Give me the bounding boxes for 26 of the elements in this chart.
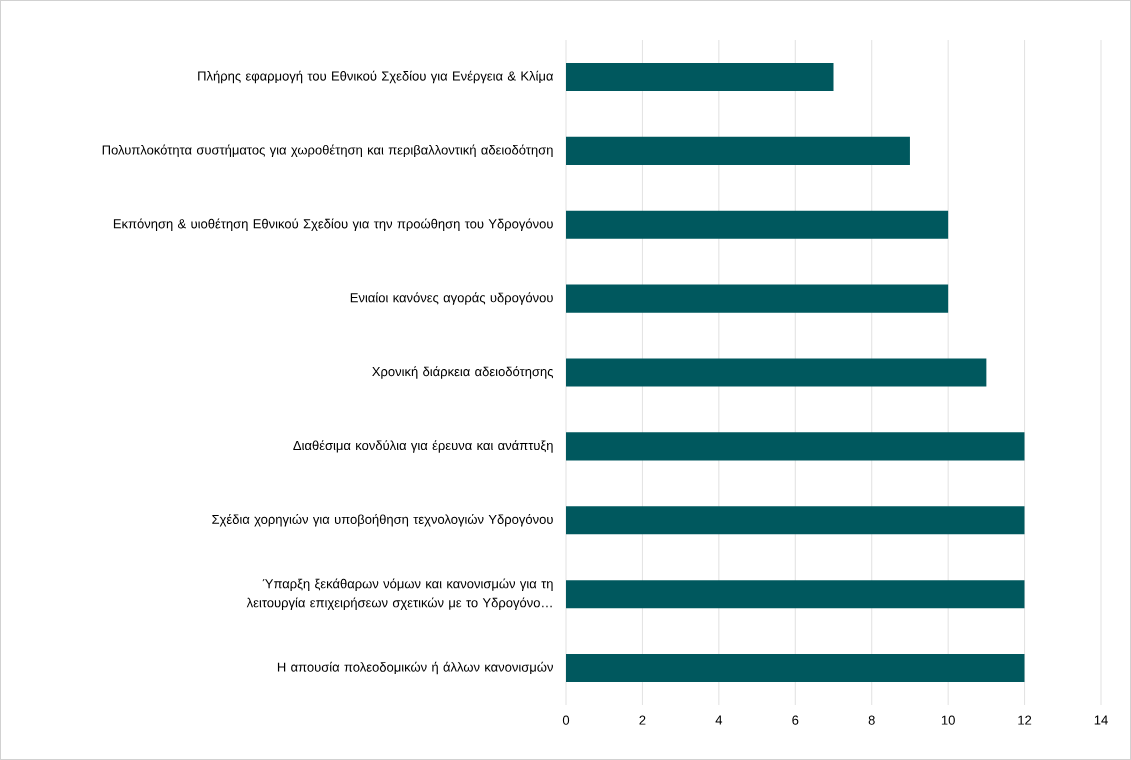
- y-tick-label: Διαθέσιμα κονδύλια για έρευνα και ανάπτυξη: [293, 440, 553, 453]
- bar: [566, 506, 1025, 535]
- x-tick-label: 2: [639, 715, 646, 725]
- y-tick-label: Πολυπλοκότητα συστήματος για χωροθέτηση και περιβαλλοντική αδειοδότηση: [102, 144, 553, 158]
- x-tick-label: 12: [1018, 715, 1032, 725]
- x-tick-label: 6: [792, 715, 799, 725]
- y-tick-label: Ύπαρξη ξεκάθαρων νόμων και κανονισμών για τη λειτουργία επιχειρήσεων σχετικών με το Υδρογόνο…: [246, 578, 553, 610]
- bar: [566, 432, 1025, 461]
- x-tick-label: 0: [562, 715, 570, 725]
- bar: [566, 580, 1025, 609]
- x-tick-label: 14: [1094, 715, 1108, 725]
- y-tick-label: Ενιαίοι κανόνες αγοράς υδρογόνου: [350, 292, 553, 305]
- y-tick-label: Σχέδια χορηγιών για υποβοήθηση τεχνολογιών Υδρογόνου: [212, 514, 553, 527]
- bar: [566, 358, 987, 387]
- x-tick-label: 4: [715, 715, 723, 725]
- y-tick-label: Χρονική διάρκεια αδειοδότησης: [372, 366, 554, 379]
- y-tick-label: Εκπόνηση & υιοθέτηση Εθνικού Σχεδίου για την προώθηση του Υδρογόνου: [113, 218, 553, 231]
- bar: [566, 210, 949, 239]
- x-tick-label: 10: [941, 715, 955, 725]
- bar: [566, 284, 949, 313]
- bar: [566, 62, 834, 91]
- y-tick-label: Η απουσία πολεοδομικών ή άλλων κανονισμών: [277, 661, 553, 675]
- y-tick-label: Πλήρης εφαρμογή του Εθνικού Σχεδίου για Ενέργεια & Κλίμα: [198, 70, 554, 84]
- bar: [566, 654, 1025, 683]
- bar: [566, 136, 910, 165]
- x-tick-label: 8: [868, 715, 875, 725]
